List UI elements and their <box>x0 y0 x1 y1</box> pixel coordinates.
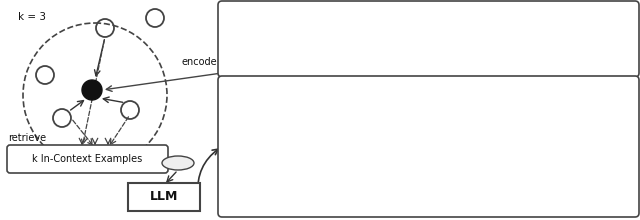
Text: Distractor2 Feedback: We don’t multiply by 4; instead, we raise the number of ye: Distractor2 Feedback: We don’t multiply … <box>229 128 623 137</box>
Text: Question: What’s the multiplier for finding the value after a 8% decrease for 4 : Question: What’s the multiplier for find… <box>229 14 598 23</box>
Text: prompt: prompt <box>134 159 170 169</box>
Text: Distractor1 Feedback: You used 8% as the multiplier, but we require the multipli: Distractor1 Feedback: You used 8% as the… <box>229 89 612 98</box>
Circle shape <box>82 80 102 100</box>
Text: encode: encode <box>181 57 217 67</box>
FancyBboxPatch shape <box>7 145 168 173</box>
Text: power of 4 since the change must be applied four times.: power of 4 since the change must be appl… <box>229 141 474 150</box>
Text: k = 3: k = 3 <box>18 12 46 22</box>
Text: retrieve: retrieve <box>8 133 46 143</box>
Text: Distractor2: 0.92 × 4: Distractor2: 0.92 × 4 <box>229 154 320 163</box>
Text: k In-Context Examples: k In-Context Examples <box>33 154 143 164</box>
Text: Explanation: Since there’s an 8% decrease, we use 92% by raising it to the power: Explanation: Since there’s an 8% decreas… <box>229 26 605 35</box>
Text: Answer:  × 0.92⁴: Answer: × 0.92⁴ <box>229 38 301 47</box>
Ellipse shape <box>162 156 194 170</box>
FancyBboxPatch shape <box>218 1 639 77</box>
Text: Distractor3:  × 1.08⁴: Distractor3: × 1.08⁴ <box>229 193 318 202</box>
FancyBboxPatch shape <box>218 76 639 217</box>
FancyBboxPatch shape <box>128 183 200 211</box>
Text: Distractor3 Feedback: You found the multiplier for an 8% increase, but we requir: Distractor3 Feedback: You found the mult… <box>229 167 599 176</box>
Text: 8% decrease from 100%.: 8% decrease from 100%. <box>229 102 338 111</box>
Text: multiplier for a decrease.: multiplier for a decrease. <box>229 180 337 189</box>
Text: LLM: LLM <box>150 191 178 204</box>
Text: Distractor1:  × 0.08⁴: Distractor1: × 0.08⁴ <box>229 115 318 124</box>
